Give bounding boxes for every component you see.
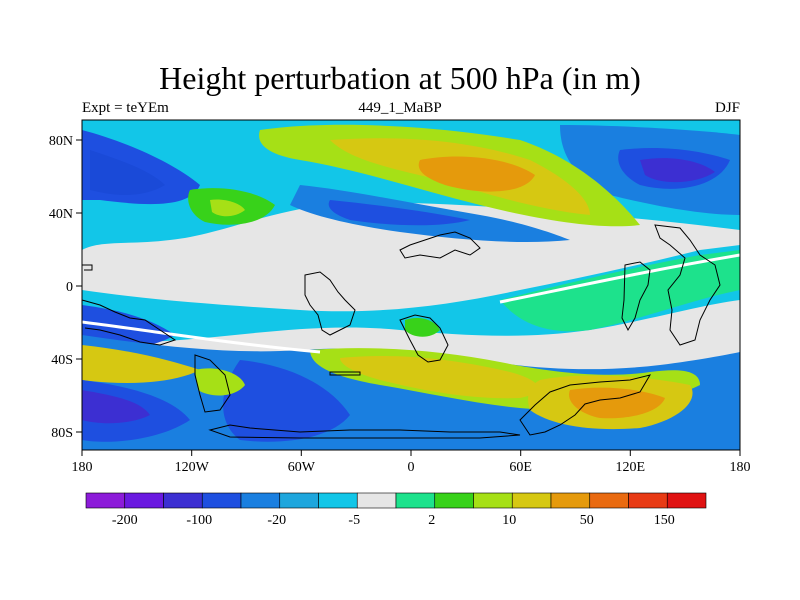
colorbar-label: -5	[348, 513, 360, 528]
colorbar-label: -20	[267, 513, 286, 528]
colorbar-swatch	[434, 492, 474, 509]
colorbar-swatch	[356, 492, 397, 509]
y-tick-label: 80N	[49, 134, 73, 149]
season-label: DJF	[714, 100, 740, 116]
colorbar-swatch	[666, 492, 707, 509]
colorbar-swatch	[511, 492, 552, 509]
y-tick-label: 40N	[49, 207, 73, 222]
run-id-label: 449_1_MaBP	[358, 100, 442, 116]
x-tick-label: 180	[72, 460, 93, 475]
colorbar-swatch	[163, 492, 203, 509]
colorbar	[85, 492, 707, 509]
x-tick-label: 120W	[175, 460, 210, 475]
y-tick-label: 80S	[51, 426, 73, 441]
y-axis: 80N 40N 0 40S 80S	[49, 134, 82, 441]
colorbar-label: 10	[502, 513, 516, 528]
x-axis: 180 120W 60W 0 60E 120E 180	[72, 450, 751, 475]
colorbar-swatch	[395, 492, 436, 509]
y-tick-label: 40S	[51, 353, 73, 368]
x-tick-label: 60W	[288, 460, 316, 475]
colorbar-swatch	[550, 492, 591, 509]
colorbar-swatch	[201, 492, 242, 509]
colorbar-label: 50	[580, 513, 594, 528]
coastlines	[81, 224, 721, 439]
colorbar-swatch	[240, 492, 281, 509]
colorbar-label: 150	[654, 513, 675, 528]
experiment-label: Expt = teYEm	[82, 100, 169, 116]
y-tick-label: 0	[66, 280, 73, 295]
colorbar-swatch	[318, 492, 358, 509]
colorbar-swatch	[589, 492, 629, 509]
colorbar-label: -200	[112, 513, 138, 528]
x-tick-label: 60E	[509, 460, 532, 475]
colorbar-swatch	[628, 492, 668, 509]
x-tick-label: 120E	[616, 460, 646, 475]
chart-title: Height perturbation at 500 hPa (in m)	[159, 60, 641, 96]
colorbar-swatch	[124, 492, 164, 509]
colorbar-labels: -200 -100 -20 -5 2 10 50 150	[112, 513, 675, 528]
colorbar-label: 2	[428, 513, 435, 528]
contour-field	[82, 120, 740, 450]
colorbar-swatch	[473, 492, 513, 509]
colorbar-label: -100	[186, 513, 212, 528]
x-tick-label: 180	[730, 460, 751, 475]
x-tick-label: 0	[408, 460, 415, 475]
colorbar-swatch	[279, 492, 319, 509]
colorbar-swatch	[85, 492, 126, 509]
